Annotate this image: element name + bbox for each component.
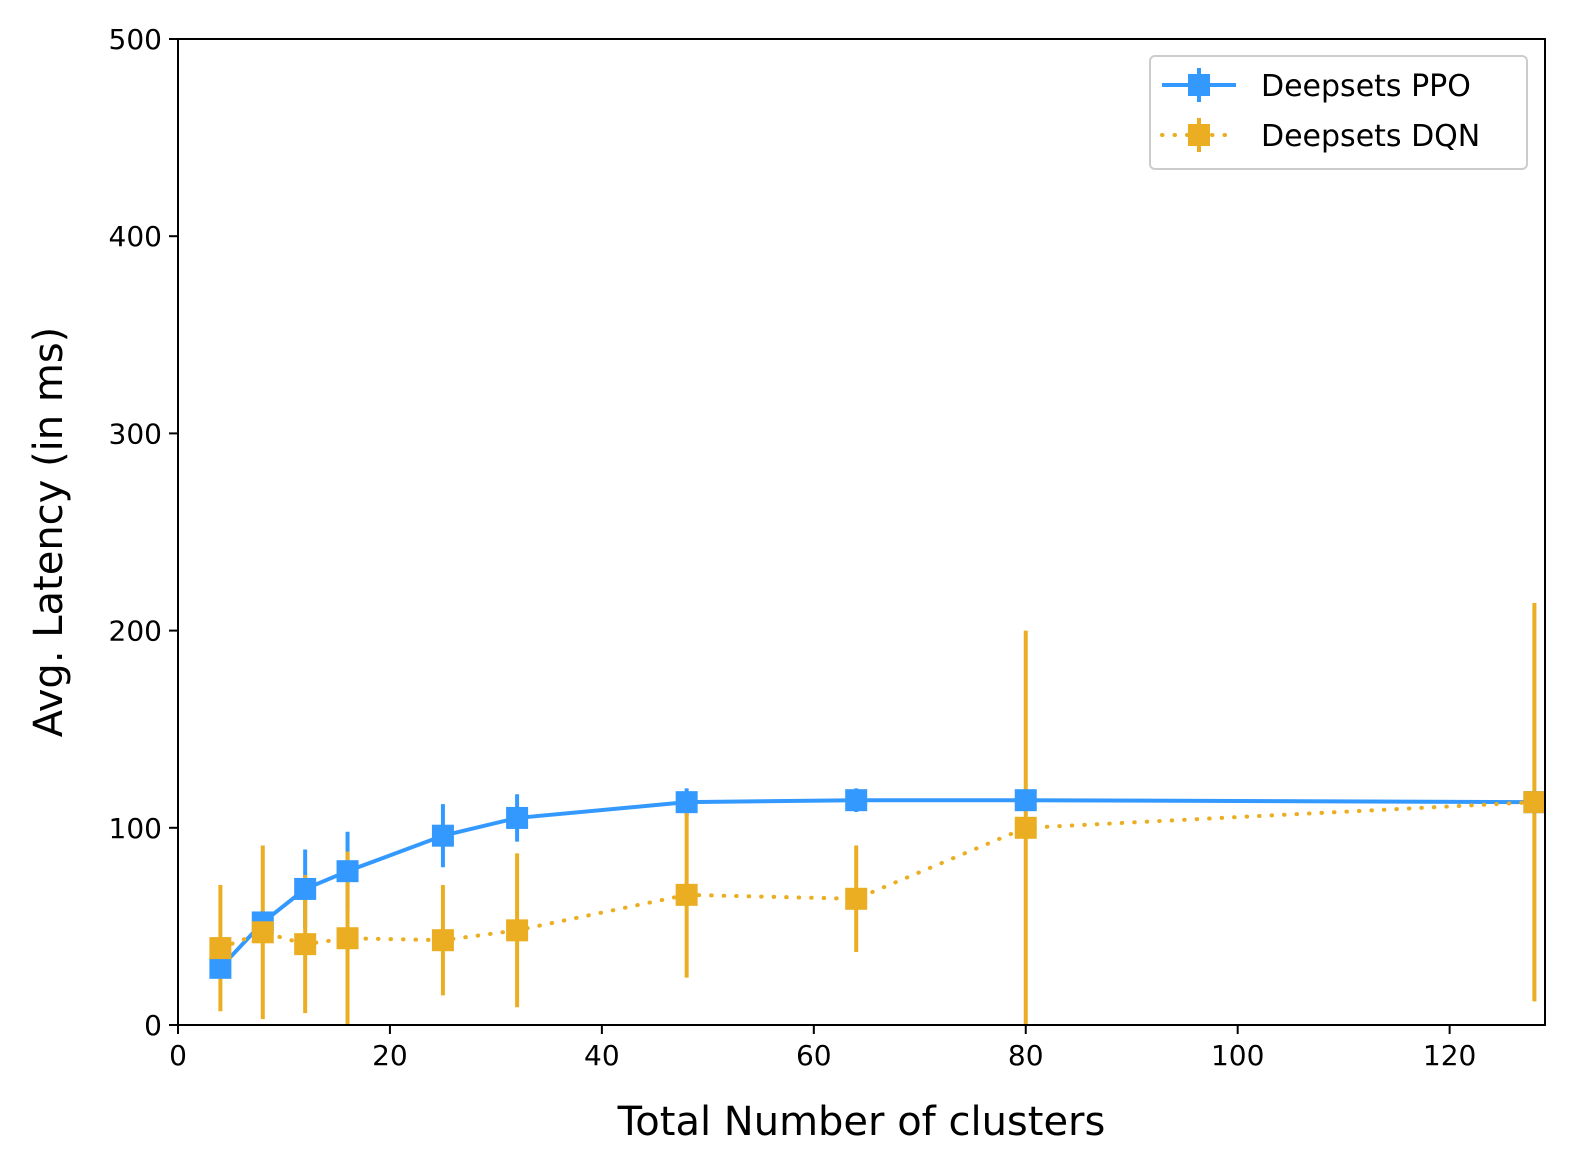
series-1-point: [1014, 789, 1037, 812]
series-1-group: [218, 788, 1537, 978]
series-1-point: [336, 860, 359, 883]
axis-ticks: 0 20 40 60 80 100 120 0 100 200 300 400 500: [109, 23, 1477, 1072]
y-tick-label: 0: [144, 1009, 162, 1042]
y-tick-label: 300: [109, 417, 162, 450]
y-axis-title: Avg. Latency (in ms): [26, 327, 72, 738]
series-2-point: [251, 921, 274, 944]
legend-box: [1149, 55, 1528, 170]
y-tick-label: 400: [109, 220, 162, 253]
series-2-point: [1014, 816, 1037, 839]
series-2-group: [218, 602, 1537, 1025]
series-1-point: [209, 956, 232, 979]
series-2-line: [218, 800, 1537, 951]
series-2-point: [845, 887, 868, 910]
series-1-markers: [209, 789, 1546, 979]
series-1-point: [845, 789, 868, 812]
x-tick-label: 100: [1211, 1039, 1264, 1072]
legend: Deepsets PPO Deepsets DQN: [1149, 55, 1528, 170]
series-2-markers: [209, 791, 1546, 960]
legend-label: Deepsets DQN: [1261, 119, 1480, 154]
series-1-line: [218, 798, 1535, 970]
series-2-point: [431, 929, 454, 952]
series-1-point: [506, 806, 529, 829]
series-2-point: [506, 919, 529, 942]
series-2-point: [1523, 791, 1546, 814]
x-axis-title: Total Number of clusters: [617, 1099, 1106, 1145]
series-2-point: [336, 927, 359, 950]
series-2-point: [294, 933, 317, 956]
series-1-point: [294, 877, 317, 900]
series-1-point: [431, 824, 454, 847]
legend-label: Deepsets PPO: [1261, 69, 1471, 104]
x-tick-label: 40: [584, 1039, 620, 1072]
legend-marker-sample: [1188, 74, 1210, 96]
plot-area: [209, 602, 1546, 1025]
legend-marker-sample: [1188, 124, 1210, 146]
x-tick-label: 120: [1423, 1039, 1476, 1072]
series-2-point: [209, 937, 232, 960]
series-1-point: [675, 791, 698, 814]
x-tick-label: 80: [1008, 1039, 1044, 1072]
x-tick-label: 20: [372, 1039, 408, 1072]
x-tick-label: 0: [169, 1039, 187, 1072]
series-2-point: [675, 883, 698, 906]
plot-frame: [177, 38, 1546, 1026]
y-tick-label: 500: [109, 23, 162, 56]
x-tick-label: 60: [796, 1039, 832, 1072]
y-tick-label: 100: [109, 812, 162, 845]
y-tick-label: 200: [109, 615, 162, 648]
